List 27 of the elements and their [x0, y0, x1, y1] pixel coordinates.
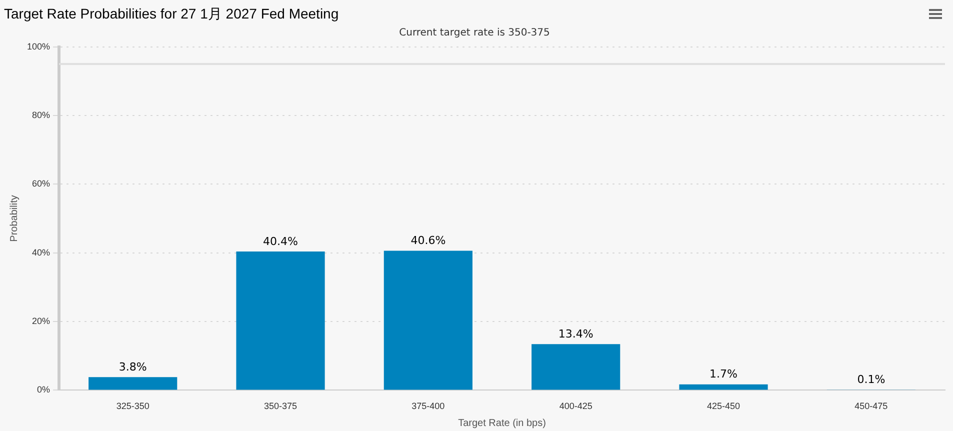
- data-label: 40.4%: [263, 234, 298, 248]
- chart-title: Target Rate Probabilities for 27 1月 2027 Fed Meeting: [4, 5, 339, 22]
- bar: [532, 344, 620, 390]
- y-tick-label: 0%: [37, 384, 50, 395]
- data-label: 13.4%: [558, 328, 594, 341]
- y-tick-label: 60%: [32, 178, 50, 189]
- x-tick-label: 450-475: [854, 401, 888, 412]
- y-axis-title: Probability: [8, 195, 20, 242]
- y-tick-label: 40%: [32, 247, 50, 258]
- bar: [236, 251, 325, 390]
- y-tick-label: 20%: [32, 316, 50, 326]
- x-tick-label: 400-425: [559, 401, 592, 412]
- bar: [384, 250, 472, 390]
- x-tick-label: 425-450: [706, 401, 740, 412]
- bar: [88, 377, 178, 390]
- y-tick-label: 80%: [32, 110, 50, 120]
- chart-subtitle: Current target rate is 350-375: [399, 27, 550, 38]
- data-label: 3.8%: [118, 360, 147, 374]
- data-label: 1.7%: [710, 368, 738, 381]
- x-tick-label: 350-375: [264, 401, 298, 412]
- data-label: 0.1%: [857, 373, 886, 386]
- data-label: 40.6%: [410, 234, 446, 248]
- y-tick-label: 100%: [26, 41, 50, 52]
- x-tick-label: 325-350: [116, 401, 150, 412]
- bar: [679, 384, 768, 390]
- x-tick-label: 375-400: [412, 401, 445, 412]
- x-axis-title: Target Rate (in bps): [458, 418, 546, 429]
